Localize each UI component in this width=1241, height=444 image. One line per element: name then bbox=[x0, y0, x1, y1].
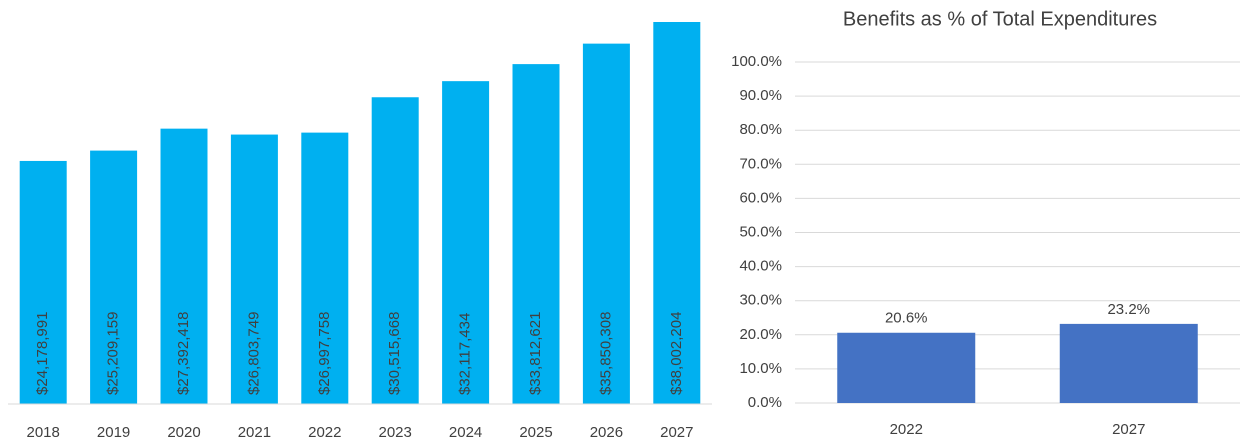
bar bbox=[371, 97, 419, 405]
value-label: $38,002,204 bbox=[668, 312, 685, 395]
value-label: $24,178,991 bbox=[34, 312, 51, 395]
y-tick-label: 90.0% bbox=[739, 87, 782, 104]
chart-title: Benefits as % of Total Expenditures bbox=[843, 8, 1157, 30]
bar bbox=[442, 81, 490, 404]
x-tick-label: 2027 bbox=[660, 424, 693, 441]
bar bbox=[160, 128, 208, 404]
value-label: $25,209,159 bbox=[105, 312, 122, 395]
y-tick-label: 50.0% bbox=[739, 223, 782, 240]
value-label: $27,392,418 bbox=[175, 312, 192, 395]
y-tick-label: 20.0% bbox=[739, 326, 782, 343]
bar bbox=[19, 160, 67, 404]
value-label: 23.2% bbox=[1107, 301, 1150, 318]
x-tick-label: 2023 bbox=[379, 424, 412, 441]
y-tick-label: 60.0% bbox=[739, 189, 782, 206]
y-tick-label: 30.0% bbox=[739, 292, 782, 309]
y-tick-label: 70.0% bbox=[739, 155, 782, 172]
value-label: $32,117,434 bbox=[457, 313, 474, 395]
bar bbox=[230, 134, 278, 404]
x-tick-label: 2024 bbox=[449, 424, 482, 441]
y-tick-label: 80.0% bbox=[739, 121, 782, 138]
y-tick-label: 40.0% bbox=[739, 258, 782, 275]
bar bbox=[837, 332, 976, 403]
value-label: $35,850,308 bbox=[597, 312, 614, 395]
value-label: $30,515,668 bbox=[386, 312, 403, 395]
x-tick-label: 2022 bbox=[890, 421, 923, 438]
y-tick-label: 100.0% bbox=[731, 53, 782, 70]
x-tick-label: 2027 bbox=[1112, 421, 1145, 438]
y-tick-label: 0.0% bbox=[748, 394, 782, 411]
y-tick-label: 10.0% bbox=[739, 360, 782, 377]
bar bbox=[653, 22, 701, 404]
x-tick-label: 2018 bbox=[27, 424, 60, 441]
bar bbox=[301, 132, 349, 404]
x-tick-label: 2021 bbox=[238, 424, 271, 441]
value-label: $26,803,749 bbox=[245, 312, 262, 395]
value-label: $26,997,758 bbox=[316, 312, 333, 395]
x-tick-label: 2025 bbox=[519, 424, 552, 441]
x-tick-label: 2022 bbox=[308, 424, 341, 441]
bar bbox=[90, 150, 138, 404]
bar bbox=[1059, 323, 1198, 403]
value-label: 20.6% bbox=[885, 310, 928, 327]
x-tick-label: 2026 bbox=[590, 424, 623, 441]
value-label: $33,812,621 bbox=[527, 312, 544, 395]
bar bbox=[582, 43, 630, 405]
x-tick-label: 2019 bbox=[97, 424, 130, 441]
x-tick-label: 2020 bbox=[167, 424, 200, 441]
bar bbox=[512, 64, 560, 404]
